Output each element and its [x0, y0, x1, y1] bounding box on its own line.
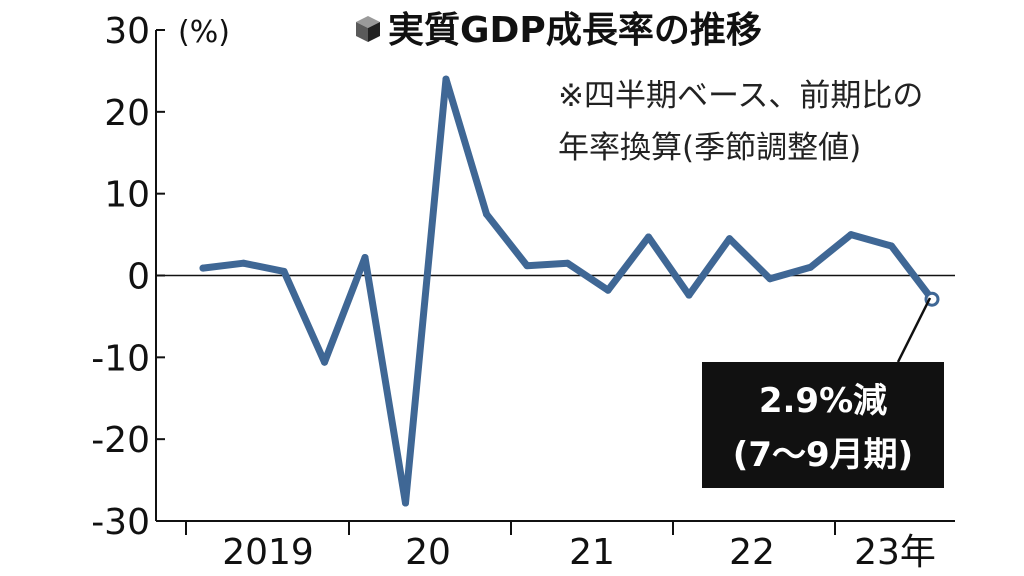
callout-line-2: (7〜9月期) [733, 435, 913, 475]
x-year-label: 21 [569, 532, 615, 573]
x-axis-year-labels: 2019 20 21 22 23年 [185, 521, 936, 573]
data-point [807, 263, 814, 271]
y-axis-ticks: 30 20 10 0 -10 -20 -30 [91, 11, 165, 543]
chart-title: 実質GDP成長率の推移 [388, 10, 762, 51]
note-line-2: 年率換算(季節調整値) [558, 130, 861, 166]
note-line-1: ※四半期ベース、前期比の [558, 78, 923, 114]
x-year-label: 23年 [854, 532, 936, 573]
x-year-label: 20 [405, 532, 451, 573]
callout-line-1: 2.9%減 [759, 381, 887, 421]
data-point [523, 262, 531, 270]
data-point [564, 259, 571, 267]
data-point [604, 286, 612, 294]
data-points [199, 75, 940, 507]
y-tick-label: 0 [127, 257, 150, 298]
y-tick-label: 20 [104, 93, 150, 134]
data-point [888, 242, 895, 250]
cube-icon [356, 16, 380, 42]
y-tick-label: -30 [91, 502, 150, 543]
data-point [766, 275, 774, 283]
data-point [442, 75, 450, 83]
data-point [402, 499, 409, 507]
data-point [199, 264, 207, 272]
y-tick-label: 10 [104, 175, 150, 216]
callout-box [702, 362, 944, 488]
data-point [280, 267, 288, 275]
data-point [685, 291, 693, 299]
data-point [321, 358, 328, 366]
y-tick-label: -20 [91, 420, 150, 461]
callout-leader-line [896, 297, 932, 363]
data-point [483, 210, 490, 218]
y-tick-label: 30 [104, 11, 150, 52]
x-year-label: 22 [729, 532, 775, 573]
data-point [726, 235, 733, 243]
y-tick-label: -10 [91, 338, 150, 379]
data-point [361, 253, 369, 261]
title-group: 実質GDP成長率の推移 [356, 10, 762, 51]
data-point [847, 231, 855, 239]
data-point [645, 233, 652, 241]
data-point [240, 259, 247, 267]
unit-label: (%) [178, 15, 230, 50]
x-year-label: 2019 [222, 532, 314, 573]
